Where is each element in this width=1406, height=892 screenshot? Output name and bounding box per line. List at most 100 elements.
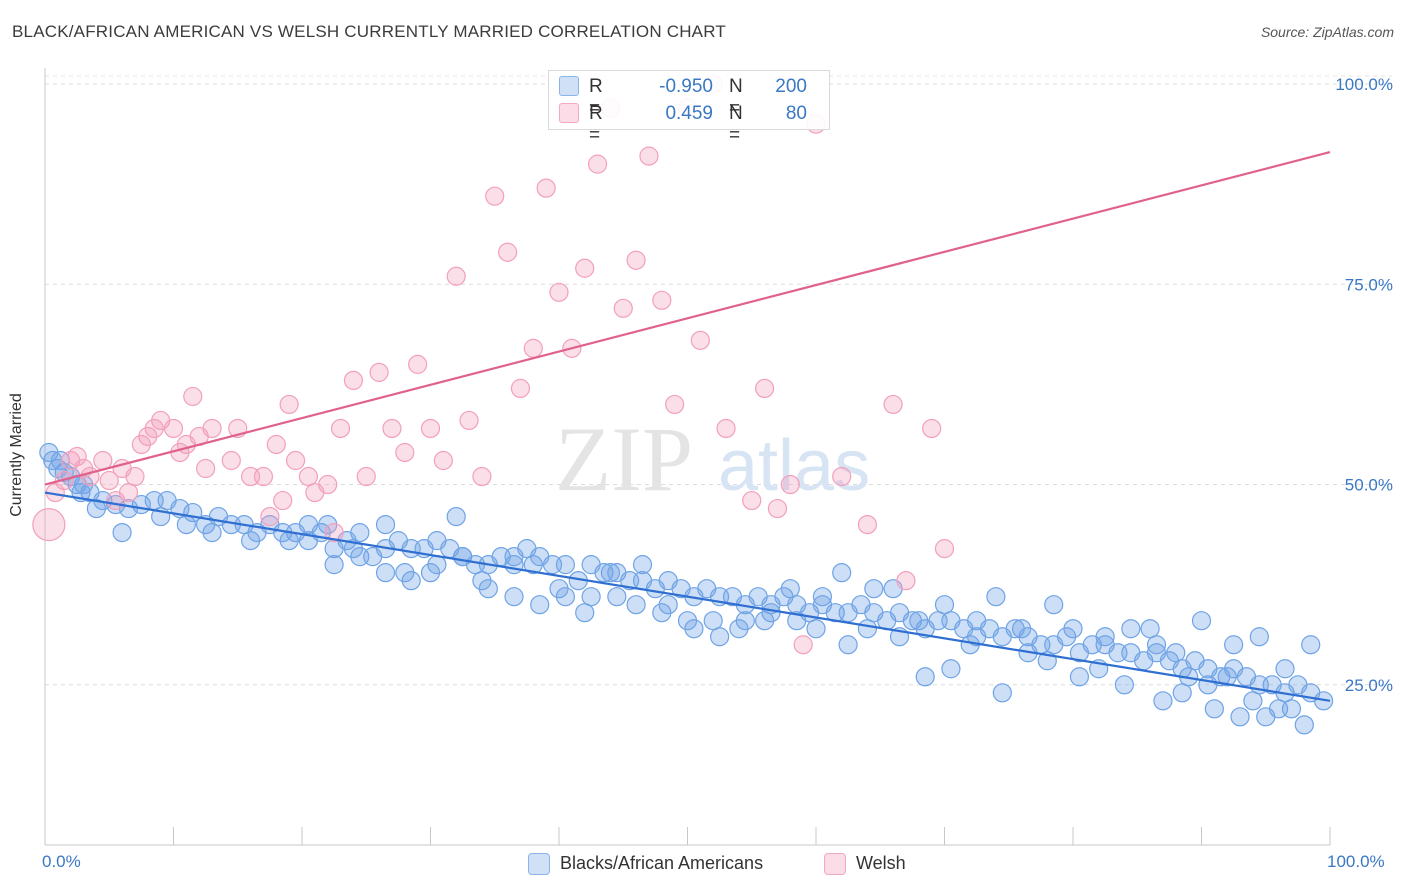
point-blacks — [992, 683, 1012, 703]
point-blacks — [1191, 611, 1212, 631]
point-blacks — [1121, 619, 1141, 639]
point-welsh — [285, 450, 306, 471]
point-blacks — [1204, 699, 1224, 719]
point-welsh — [510, 378, 531, 399]
y-tick-label: 50.0% — [1345, 476, 1393, 495]
point-blacks — [86, 498, 107, 519]
point-blacks — [523, 555, 543, 575]
point-blacks — [549, 579, 569, 599]
point-welsh — [549, 282, 569, 302]
point-blacks — [350, 547, 370, 567]
point-welsh — [883, 394, 903, 415]
point-welsh — [183, 386, 203, 407]
y-tick-label: 75.0% — [1345, 275, 1393, 294]
point-blacks — [375, 514, 396, 535]
point-blacks — [350, 522, 370, 543]
point-welsh — [587, 154, 608, 174]
legend-r-value: -0.950 — [659, 76, 713, 97]
point-blacks — [710, 627, 730, 647]
point-welsh — [857, 514, 878, 535]
point-welsh — [780, 474, 800, 495]
point-welsh — [523, 338, 543, 358]
point-blacks — [581, 587, 601, 607]
point-welsh — [125, 466, 145, 487]
point-blacks — [864, 579, 884, 599]
point-blacks — [761, 603, 781, 623]
point-welsh — [221, 450, 241, 471]
legend-swatch-blacks — [559, 76, 579, 96]
point-welsh — [754, 378, 775, 399]
point-blacks — [555, 555, 576, 575]
point-blacks — [472, 571, 492, 591]
point-blacks — [735, 611, 755, 631]
point-blacks — [1281, 699, 1302, 719]
point-blacks — [1275, 659, 1295, 679]
legend-r-label: R = — [589, 103, 603, 146]
point-welsh — [575, 258, 595, 278]
point-blacks — [703, 611, 723, 631]
point-blacks — [504, 547, 524, 567]
point-blacks — [504, 587, 524, 607]
point-blacks — [1230, 707, 1250, 727]
point-welsh — [459, 410, 479, 431]
point-blacks — [575, 603, 595, 623]
point-welsh — [202, 418, 222, 439]
point-blacks — [202, 522, 222, 543]
point-blacks — [1056, 627, 1077, 647]
point-blacks — [1069, 667, 1090, 687]
point-blacks — [1243, 691, 1263, 711]
point-welsh — [433, 450, 453, 471]
data-points — [32, 74, 1334, 735]
point-blacks — [112, 522, 132, 543]
correlation-legend: R = -0.950 N = 200 R = 0.459 N = 80 — [548, 70, 830, 146]
point-welsh — [266, 434, 286, 455]
point-blacks — [1140, 619, 1160, 639]
point-welsh — [472, 466, 492, 487]
watermark-zip: ZIP — [555, 408, 693, 510]
point-welsh — [279, 394, 299, 415]
point-welsh — [536, 178, 556, 198]
point-blacks — [941, 659, 961, 679]
point-blacks — [915, 667, 935, 687]
point-blacks — [812, 587, 833, 607]
source-label: Source: ZipAtlas.com — [1260, 24, 1394, 40]
point-welsh — [318, 474, 338, 495]
point-blacks — [607, 587, 627, 607]
y-tick-label: 100.0% — [1335, 75, 1393, 94]
point-blacks — [1256, 707, 1276, 727]
point-blacks — [1294, 715, 1314, 735]
point-welsh — [144, 418, 164, 439]
point-welsh — [369, 362, 389, 382]
legend-swatch-blacks — [528, 853, 550, 875]
legend-label-blacks: Blacks/African Americans — [560, 853, 764, 873]
point-blacks — [632, 555, 653, 575]
legend-n-label: N = — [729, 103, 743, 146]
point-blacks — [1172, 683, 1192, 703]
point-blacks — [1217, 667, 1237, 687]
legend-swatch-welsh — [559, 103, 579, 123]
point-blacks — [279, 531, 299, 551]
point-blacks — [1011, 619, 1032, 639]
point-blacks — [1198, 675, 1218, 695]
point-blacks — [684, 619, 704, 639]
point-welsh — [382, 418, 402, 439]
point-blacks — [420, 563, 441, 583]
legend-label-welsh: Welsh — [856, 853, 906, 873]
point-blacks — [453, 547, 473, 567]
point-blacks — [652, 603, 672, 623]
legend-n-value: 80 — [785, 103, 807, 124]
legend-n-value: 200 — [775, 76, 807, 97]
point-welsh — [832, 466, 852, 487]
y-tick-labels: 25.0% 50.0% 75.0% 100.0% — [1335, 75, 1393, 695]
point-blacks — [1095, 627, 1115, 647]
point-welsh — [626, 250, 646, 270]
point-blacks — [780, 579, 800, 599]
point-welsh — [934, 539, 955, 559]
point-welsh — [408, 354, 428, 374]
point-blacks — [1114, 675, 1135, 695]
point-welsh — [446, 266, 466, 286]
point-welsh — [639, 146, 659, 166]
point-welsh — [32, 507, 66, 542]
point-welsh — [67, 446, 87, 467]
